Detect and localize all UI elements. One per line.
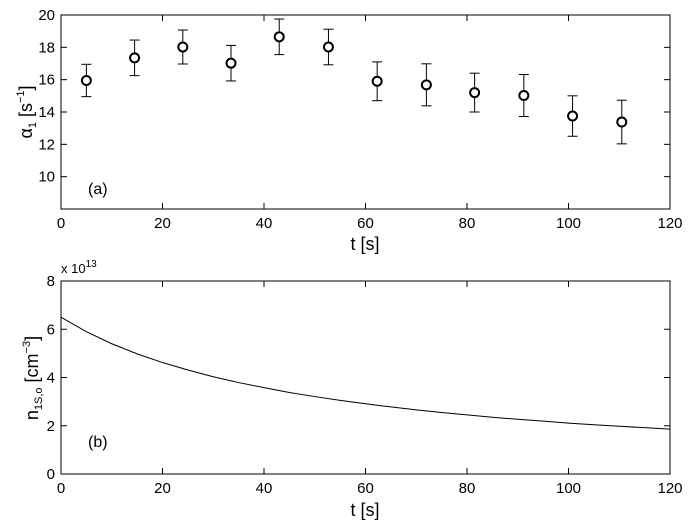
data-line (60, 316, 671, 430)
y-axis-label-sub: 1 (27, 122, 39, 128)
y-tick-label: 8 (47, 273, 55, 290)
x-tick-label: 120 (657, 480, 682, 497)
data-point (518, 90, 530, 102)
y-axis-label-pre: [s (16, 103, 36, 122)
y-axis-label-sub: 1S,o (33, 387, 45, 410)
y-tick-label: 12 (38, 136, 55, 153)
y-axis-label-sup: −3 (21, 341, 33, 354)
y-tick-label: 6 (47, 321, 55, 338)
y-tick-label: 10 (38, 169, 55, 186)
y-axis-label-main: α (16, 128, 36, 138)
x-tick-label: 80 (459, 215, 476, 232)
y-axis-label-post: ] (22, 336, 42, 341)
x-tick-label: 0 (57, 480, 65, 497)
y-tick-label: 0 (47, 466, 55, 483)
exponent-base: x 10 (61, 261, 86, 276)
y-axis-label: α1 [s−1] (15, 85, 39, 138)
y-axis-label-post: ] (16, 85, 36, 90)
y-axis-label-pre: [cm (22, 353, 42, 387)
data-point (273, 31, 285, 43)
data-point (225, 57, 237, 69)
x-tick-label: 0 (57, 215, 65, 232)
data-point (371, 75, 383, 87)
x-tick-label: 60 (357, 215, 374, 232)
tick-labels: 0 20 40 60 80 100 120 10 12 14 16 18 20 (38, 7, 682, 232)
x-tick-label: 20 (154, 215, 171, 232)
ticks (60, 14, 671, 209)
x-tick-label: 60 (357, 480, 374, 497)
y-axis-label: n1S,o [cm−3] (21, 336, 45, 420)
x-tick-label: 20 (154, 480, 171, 497)
x-tick-label: 120 (657, 215, 682, 232)
x-axis-label: t [s] (350, 500, 379, 520)
y-axis-exponent: x 1013 (61, 259, 97, 276)
y-tick-label: 2 (47, 418, 55, 435)
y-tick-label: 14 (38, 104, 55, 121)
data-point (177, 41, 189, 53)
y-tick-label: 18 (38, 39, 55, 56)
data-point (616, 116, 628, 128)
tick-labels: 0 20 40 60 80 100 120 0 2 4 6 8 (47, 273, 683, 497)
y-axis-label-main: n (22, 410, 42, 420)
x-tick-label: 100 (556, 215, 581, 232)
x-tick-label: 40 (256, 480, 273, 497)
panel-label: (b) (88, 434, 108, 451)
x-axis-label: t [s] (350, 234, 379, 254)
data-point (129, 52, 141, 64)
panel-label: (a) (88, 181, 108, 198)
data-point (322, 41, 334, 53)
x-tick-label: 100 (556, 480, 581, 497)
axes-frame (60, 14, 671, 210)
y-tick-label: 20 (38, 7, 55, 24)
y-tick-label: 4 (47, 370, 55, 387)
data-point (567, 110, 579, 122)
y-tick-label: 16 (38, 72, 55, 89)
y-axis-label-sup: −1 (15, 90, 27, 103)
data-point (420, 79, 432, 91)
x-tick-label: 80 (459, 480, 476, 497)
series-line (60, 316, 671, 430)
data-points (80, 18, 628, 145)
ticks (60, 280, 671, 475)
x-tick-label: 40 (256, 215, 273, 232)
data-point (469, 87, 481, 99)
exponent-power: 13 (86, 259, 98, 270)
axes-frame (60, 280, 671, 475)
panel-a: 0 20 40 60 80 100 120 10 12 14 16 18 20 (a) t [s] α1… (15, 7, 683, 254)
data-point (80, 74, 92, 86)
